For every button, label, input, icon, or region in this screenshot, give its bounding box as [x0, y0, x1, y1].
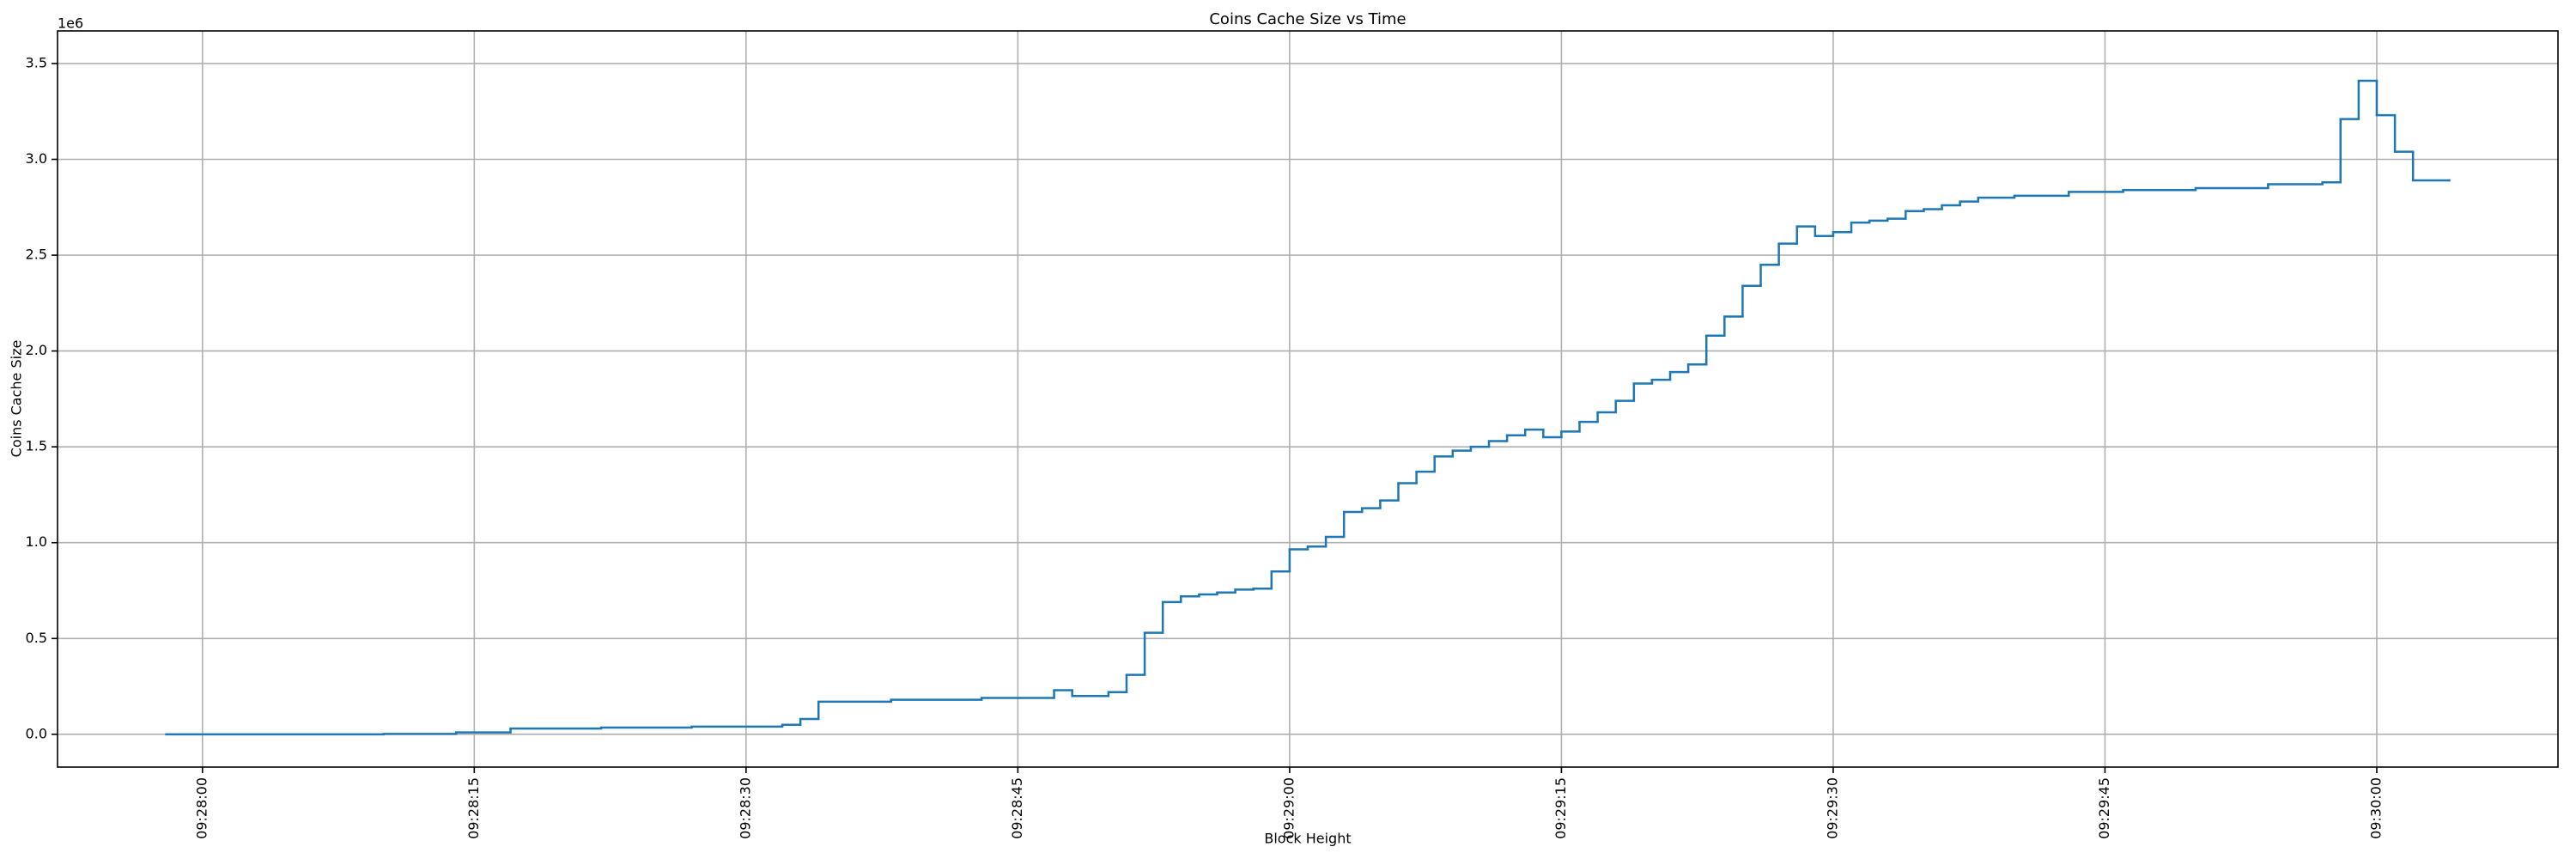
x-tick-label: 09:29:45: [2096, 777, 2112, 839]
y-tick-label: 0.5: [26, 630, 47, 646]
x-tick-label: 09:29:15: [1552, 777, 1569, 839]
x-tick-label: 09:28:45: [1009, 777, 1025, 839]
y-offset-label: 1e6: [58, 15, 83, 32]
y-tick-label: 3.0: [26, 150, 47, 167]
y-axis-label: Coins Cache Size: [9, 340, 25, 458]
y-tick-label: 1.0: [26, 533, 47, 550]
x-tick-label: 09:30:00: [2367, 777, 2384, 839]
y-tick-label: 2.5: [26, 247, 47, 263]
chart-title: Coins Cache Size vs Time: [1209, 10, 1406, 28]
x-tick-label: 09:28:15: [465, 777, 482, 839]
y-tick-label: 1.5: [26, 438, 47, 454]
x-tick-label: 09:28:30: [737, 777, 753, 839]
y-tick-label: 3.5: [26, 54, 47, 70]
x-tick-label: 09:28:00: [193, 777, 210, 839]
axes-frame: [57, 30, 2559, 768]
x-tick-label: 09:29:00: [1280, 777, 1297, 839]
y-tick-label: 2.0: [26, 342, 47, 358]
x-axis-label: Block Height: [1264, 831, 1351, 847]
x-tick-label: 09:29:30: [1824, 777, 1840, 839]
y-tick-label: 0.0: [26, 725, 47, 741]
